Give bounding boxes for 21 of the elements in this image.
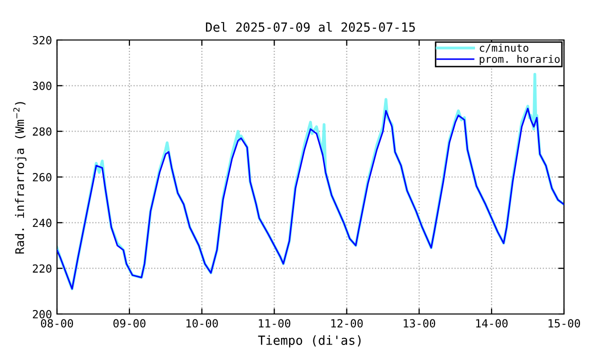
y-tick-label: 220	[32, 264, 52, 273]
x-tick-label: 10-00	[186, 319, 218, 328]
x-tick-label: 08-00	[41, 319, 74, 328]
line-series	[57, 108, 564, 290]
y-tick-label: 240	[32, 218, 52, 228]
y-tick-label: 260	[32, 173, 52, 182]
y-tick-label: 300	[32, 82, 52, 90]
x-tick-label: 09-00	[113, 319, 146, 328]
y-tick-label: 200	[32, 310, 52, 318]
x-axis-title: Tiempo (di'as)	[258, 335, 361, 348]
legend-label: c/minuto	[480, 44, 528, 53]
x-tick-label: 15-00	[548, 319, 580, 328]
x-tick-label: 13-00	[404, 319, 436, 328]
x-tick-label: 11-00	[258, 319, 290, 328]
y-tick-label: 280	[32, 127, 52, 136]
chart-title: Del 2025-07-09 al 2025-07-15	[206, 22, 415, 32]
y-axis-title: Rad. infrarroja (Wm$^{−2}$)	[13, 102, 26, 254]
legend-label: prom. horario	[480, 54, 560, 65]
y-tick-label: 320	[32, 36, 52, 44]
x-tick-label: 12-00	[331, 319, 363, 328]
x-tick-label: 14-00	[476, 319, 508, 328]
